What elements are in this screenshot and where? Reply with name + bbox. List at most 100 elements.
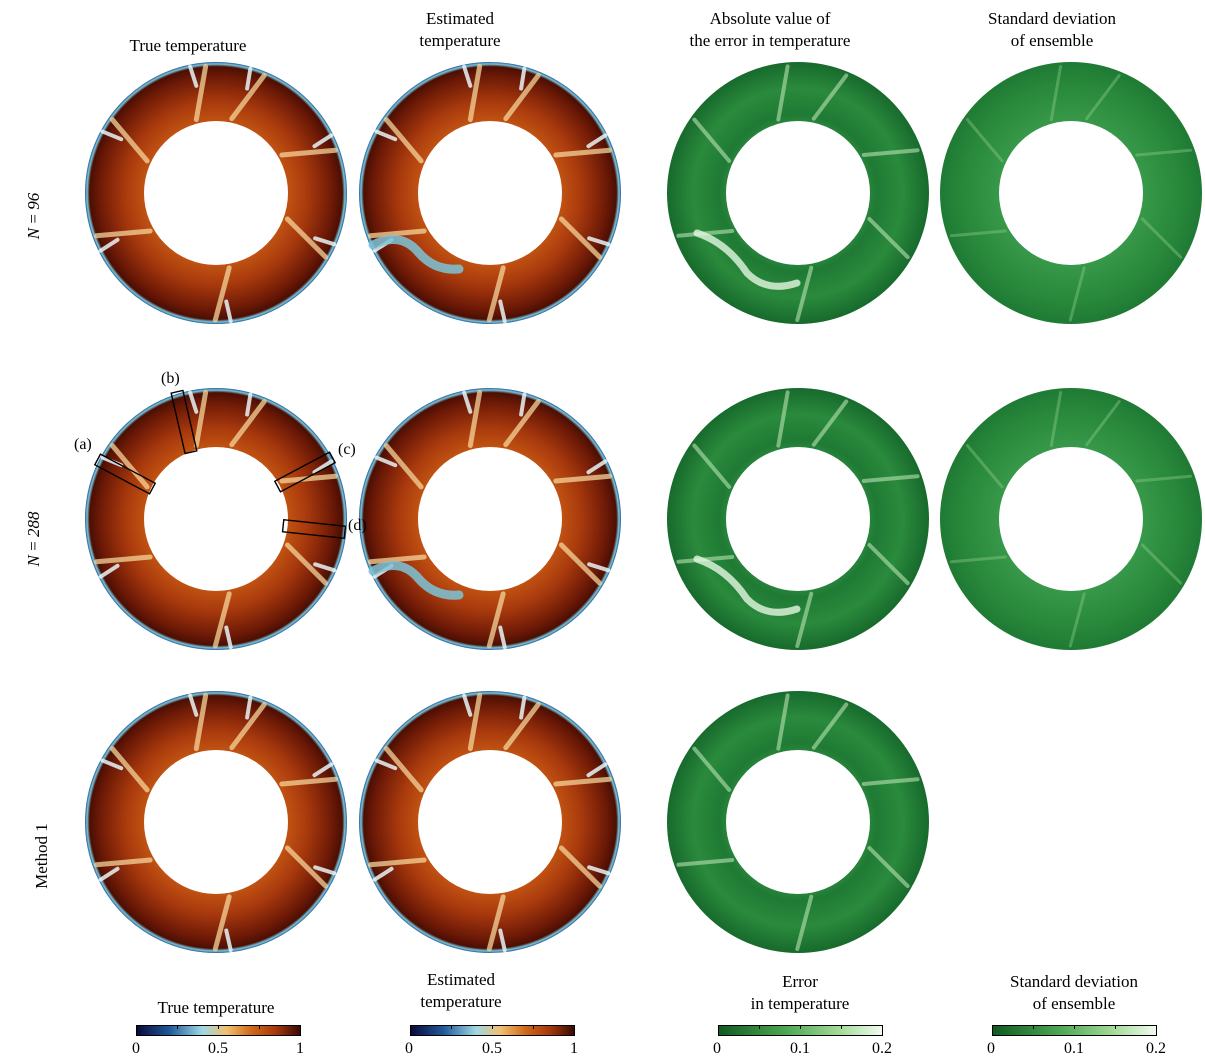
- cold-plume: [313, 236, 337, 247]
- colorbar-tick-error-01: 0.1: [790, 1040, 810, 1057]
- colorbar-title-std: Standard deviation of ensemble: [1010, 972, 1138, 1013]
- cold-plume: [498, 625, 507, 650]
- annulus-estimated-temperature-n288: [359, 388, 621, 650]
- cold-plume: [587, 236, 611, 247]
- annulus-ring: [359, 691, 621, 953]
- annulus-ring: [359, 388, 621, 650]
- plume-streak: [193, 692, 209, 752]
- plume-streaks: [367, 63, 613, 324]
- plume-streaks: [676, 390, 920, 648]
- plume-streaks: [949, 64, 1193, 322]
- annulus-true-temperature-n288: [85, 388, 347, 650]
- plume-streak: [795, 265, 814, 322]
- colorbar-minor-tick: [533, 1025, 534, 1029]
- cold-plume: [586, 459, 608, 475]
- plume-streak: [1140, 543, 1183, 585]
- plume-streak: [965, 118, 1004, 163]
- cold-intrusion: [368, 235, 464, 274]
- cold-plume: [462, 64, 473, 88]
- plume-streak: [1049, 390, 1063, 448]
- colorbar-minor-tick: [841, 1025, 842, 1029]
- annulus-std-n96: [940, 62, 1202, 324]
- cold-plume: [519, 392, 527, 417]
- plume-streak: [109, 117, 150, 164]
- cold-plume: [245, 392, 253, 417]
- plume-streaks: [367, 389, 613, 650]
- plume-streak: [93, 554, 153, 565]
- cold-plume: [519, 66, 527, 91]
- plume-streak: [1068, 266, 1086, 322]
- plume-streaks: [93, 63, 339, 324]
- colorbar-tick-std-0: 0: [987, 1040, 995, 1057]
- cold-plume: [586, 762, 608, 778]
- annulus-ring: [667, 691, 929, 953]
- plume-streak: [965, 444, 1004, 489]
- plume-streak: [109, 746, 150, 793]
- colorbar-minor-tick: [451, 1025, 452, 1029]
- plume-streak: [212, 265, 232, 323]
- row-label-n96-eq: =: [24, 209, 43, 228]
- colorbar-minor-tick: [1115, 1025, 1116, 1029]
- marker-label-a: (a): [74, 436, 92, 453]
- cold-plume: [100, 129, 124, 142]
- annulus-true-temperature-method1: [85, 691, 347, 953]
- row-label-n96: N = 96: [24, 156, 44, 276]
- plume-streak: [503, 73, 541, 122]
- cold-plume: [374, 455, 398, 468]
- plume-streak: [486, 265, 506, 323]
- plume-streak: [867, 216, 910, 260]
- plume-streak: [867, 542, 910, 586]
- plume-streaks: [367, 692, 613, 953]
- plume-streak: [776, 693, 790, 751]
- annulus-error-method1: [667, 691, 929, 953]
- marker-label-b: (b): [161, 370, 180, 387]
- cold-plume: [245, 66, 253, 91]
- colorbar-minor-tick: [218, 1025, 219, 1029]
- colorbar-minor-tick: [1074, 1025, 1075, 1029]
- cold-plume: [587, 562, 611, 573]
- plume-streak: [692, 746, 732, 792]
- plume-streak: [558, 216, 603, 260]
- colorbar-tick-true-05: 0.5: [208, 1040, 228, 1057]
- annulus-ring: [85, 388, 347, 650]
- cold-plume: [313, 562, 337, 573]
- plume-streak: [279, 776, 339, 787]
- plume-streak: [811, 702, 849, 750]
- annulus-ring: [940, 62, 1202, 324]
- plume-streak: [1135, 474, 1193, 483]
- annulus-true-temperature-n96: [85, 62, 347, 324]
- plume-streak: [1135, 148, 1193, 157]
- plume-streak: [811, 73, 849, 121]
- cold-plume: [224, 928, 233, 953]
- plume-streak: [367, 554, 427, 565]
- cold-plume: [462, 390, 473, 414]
- plume-streak: [367, 228, 427, 239]
- plume-streak: [229, 399, 267, 448]
- cold-plume: [587, 865, 611, 876]
- plume-streak: [861, 148, 920, 157]
- colorbar-tick-error-02: 0.2: [872, 1040, 892, 1057]
- plume-streak: [949, 229, 1007, 238]
- plume-streak: [93, 857, 153, 868]
- row-label-n288-var: N: [24, 555, 43, 567]
- plume-streak: [284, 542, 329, 586]
- plume-streak: [467, 389, 483, 449]
- colorbar-minor-tick: [259, 1025, 260, 1029]
- plume-streak: [486, 591, 506, 649]
- plume-streak: [284, 845, 329, 889]
- marker-label-d: (d): [348, 517, 367, 534]
- row-label-n288-eq: =: [24, 537, 43, 556]
- annulus-ring: [359, 62, 621, 324]
- colorbar-minor-tick: [759, 1025, 760, 1029]
- row-label-n96-var: N: [24, 227, 43, 240]
- cold-plume: [312, 133, 334, 149]
- row-label-n288: N = 288: [24, 479, 44, 599]
- cold-plume: [98, 563, 120, 579]
- cold-plume: [98, 866, 120, 882]
- annulus-estimated-temperature-n96: [359, 62, 621, 324]
- plume-streak: [383, 443, 424, 490]
- cold-plume: [374, 129, 398, 142]
- annulus-ring: [85, 691, 347, 953]
- column-title-true-temperature: True temperature: [129, 36, 247, 55]
- colorbar-minor-tick: [492, 1025, 493, 1029]
